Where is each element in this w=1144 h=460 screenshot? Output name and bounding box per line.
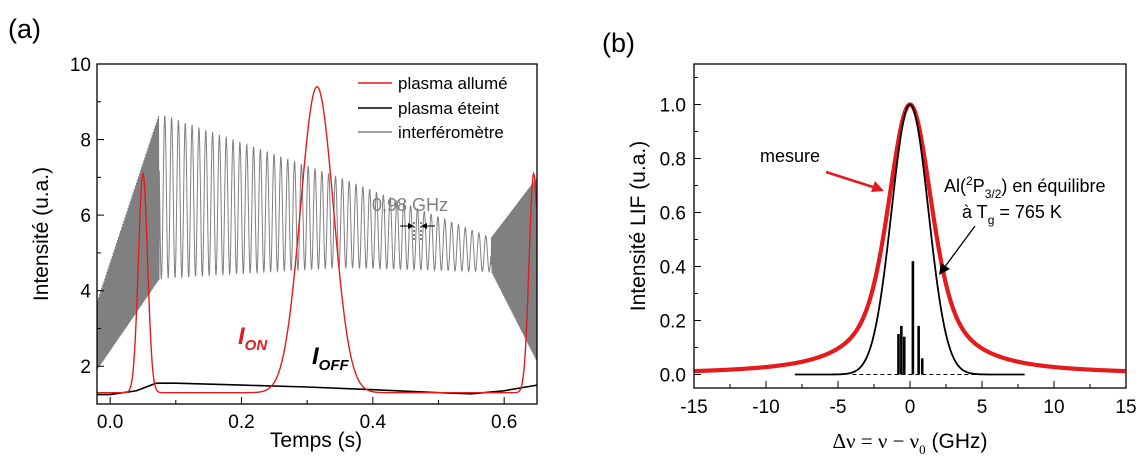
x-tick-label: 0: [905, 397, 916, 418]
panel-a: (a) 0.0 0.2 0.4 0.6 2 4 6 8 10 Temps (s) Intensi…: [8, 14, 538, 452]
x-tick-label: -15: [680, 397, 707, 418]
legend-label-plasma-allume: plasma allumé: [398, 74, 508, 93]
series-mesure: [693, 102, 1126, 374]
series-equilibre: [794, 103, 1025, 376]
y-tick-label: 8: [80, 131, 91, 152]
legend-label-interferometre: interféromètre: [398, 123, 504, 142]
panel-a-frame: [96, 63, 538, 405]
equilibre-label-line1: Al(2P3/2) en équilibre: [944, 174, 1105, 201]
panel-b-label: (b): [602, 28, 635, 58]
y-tick-label: 10: [70, 55, 91, 76]
x-tick-label: 0.2: [228, 412, 254, 433]
x-tick-label: 0.6: [491, 412, 517, 433]
series-plasma-allume: [97, 85, 538, 394]
equilibre-arrow: [939, 225, 976, 275]
mesure-arrow: [825, 170, 884, 192]
x-tick-label: 0.4: [360, 412, 387, 433]
panel-a-ticks: 0.0 0.2 0.4 0.6 2 4 6 8 10: [70, 55, 518, 433]
annotation-freq: 0,98 GHz: [372, 195, 448, 215]
x-tick-label: 10: [1043, 397, 1064, 418]
y-tick-label: 0.0: [660, 366, 686, 387]
x-tick-label: -5: [830, 397, 847, 418]
mesure-label: mesure: [760, 146, 820, 166]
panel-b: (b) -15 -10 -5 0 5 10 15 0.0 0.2 0.4 0.6 0.8 1.0 Δν …: [602, 28, 1137, 457]
y-tick-label: 6: [80, 206, 91, 227]
panel-b-x-axis-label: Δν = ν − ν0 (GHz): [832, 429, 987, 457]
panel-b-y-axis-label: Intensité LIF (u.a.): [627, 141, 650, 311]
legend-label-plasma-eteint: plasma éteint: [398, 99, 499, 118]
annotation-freq-marker: [400, 222, 435, 242]
panel-b-ticks: -15 -10 -5 0 5 10 15 0.0 0.2 0.4 0.6 0.8 1.0: [660, 77, 1137, 418]
x-tick-label: 0.0: [97, 412, 123, 433]
ioff-label: IOFF: [312, 343, 350, 374]
y-tick-label: 0.8: [660, 150, 686, 171]
panel-b-plot: [693, 102, 1126, 376]
panel-a-x-axis-label: Temps (s): [270, 429, 362, 452]
panel-a-label: (a): [8, 14, 41, 44]
y-tick-label: 0.6: [660, 204, 686, 225]
ion-label: ION: [238, 323, 268, 354]
x-tick-label: 15: [1115, 397, 1136, 418]
y-tick-label: 0.4: [660, 258, 687, 279]
x-tick-label: 5: [977, 397, 988, 418]
y-tick-label: 4: [80, 282, 91, 303]
y-tick-label: 2: [80, 357, 91, 378]
panel-a-y-axis-label: Intensité (u.a.): [30, 167, 53, 301]
series-interferometre: [96, 115, 538, 371]
x-tick-label: -10: [752, 397, 779, 418]
equilibre-label-line2: à Tg = 765 K: [962, 202, 1062, 227]
panel-a-legend: plasma allumé plasma éteint interféromèt…: [358, 74, 508, 142]
panel-b-frame: [693, 63, 1127, 389]
y-tick-label: 1.0: [660, 96, 686, 117]
panel-a-plot: [96, 85, 538, 396]
y-tick-label: 0.2: [660, 312, 686, 333]
